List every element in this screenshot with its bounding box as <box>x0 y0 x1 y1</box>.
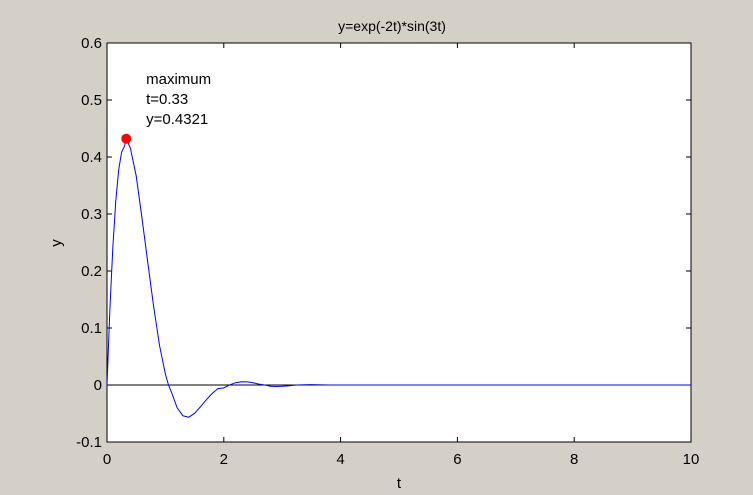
plot-area <box>106 42 692 443</box>
y-tick-label: -0.1 <box>76 434 102 451</box>
x-tick-label: 6 <box>453 451 461 468</box>
y-axis-label: y <box>48 239 65 247</box>
series-line-exp-sin <box>106 137 691 418</box>
x-tick-label: 8 <box>570 451 578 468</box>
x-tick-label: 2 <box>220 451 228 468</box>
maximum-annotation: maximum t=0.33 y=0.4321 <box>146 71 211 128</box>
annotation-line-2: t=0.33 <box>146 91 188 108</box>
x-tick-label: 0 <box>103 451 111 468</box>
x-axis-label: t <box>397 475 402 492</box>
y-tick-label: 0.3 <box>81 206 102 223</box>
maximum-marker <box>121 133 132 144</box>
annotation-line-3: y=0.4321 <box>146 111 208 128</box>
y-tick-label: 0.5 <box>81 92 102 109</box>
y-tick-label: 0.1 <box>81 320 102 337</box>
y-tick-label: 0.6 <box>81 35 102 52</box>
chart-title: y=exp(-2t)*sin(3t) <box>338 18 446 34</box>
y-tick-label: 0.2 <box>81 263 102 280</box>
x-tick-label: 10 <box>683 451 700 468</box>
y-tick-label: 0.4 <box>81 149 102 166</box>
y-tick-label: 0 <box>94 377 102 394</box>
annotation-line-1: maximum <box>146 71 211 88</box>
x-tick-label: 4 <box>336 451 344 468</box>
